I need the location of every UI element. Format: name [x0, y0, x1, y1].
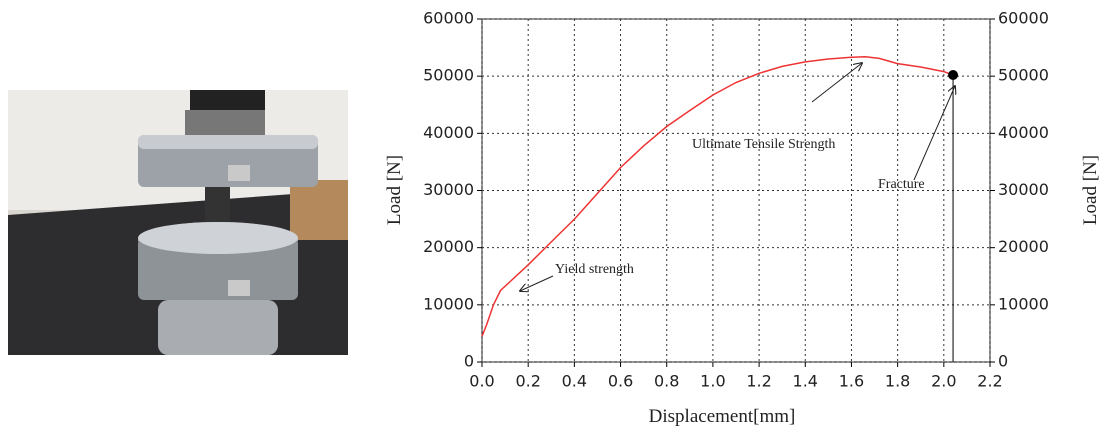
fracture-marker: [948, 70, 959, 81]
y-tick-label: 40000: [423, 123, 474, 142]
annotation-arrow: [811, 63, 862, 103]
x-tick-label: 0.6: [608, 372, 633, 391]
annotation: Ultimate Tensile Strength: [692, 137, 835, 152]
y2-tick-label: 60000: [998, 9, 1049, 28]
x-tick-label: 1.8: [885, 372, 910, 391]
x-tick-label: 1.0: [700, 372, 725, 391]
y2-tick-label: 50000: [998, 66, 1049, 85]
x-tick-label: 0.8: [654, 372, 679, 391]
y-axis-label: Load [N]: [384, 155, 405, 225]
annotation: Yield strength: [555, 262, 634, 277]
y-tick-label: 20000: [423, 237, 474, 256]
x-tick-label: 0.4: [562, 372, 587, 391]
x-tick-label: 1.6: [839, 372, 864, 391]
y-tick-label: 50000: [423, 66, 474, 85]
y-tick-label: 10000: [423, 294, 474, 313]
y2-tick-label: 20000: [998, 237, 1049, 256]
x-axis-label: Displacement[mm]: [649, 406, 796, 427]
y-tick-label: 30000: [423, 180, 474, 199]
x-tick-label: 1.4: [793, 372, 818, 391]
annotation-arrow: [913, 86, 955, 181]
x-tick-label: 1.2: [746, 372, 771, 391]
y2-tick-label: 40000: [998, 123, 1049, 142]
photo: [8, 90, 348, 355]
y2-axis-label: Load [N]: [1080, 155, 1101, 225]
x-tick-label: 0.2: [515, 372, 540, 391]
y-tick-label: 60000: [423, 9, 474, 28]
y2-tick-label: 0: [998, 352, 1008, 371]
x-tick-label: 2.0: [931, 372, 956, 391]
y-tick-label: 0: [464, 352, 474, 371]
annotation: Fracture: [878, 177, 925, 192]
y2-tick-label: 30000: [998, 180, 1049, 199]
data-line: [481, 55, 954, 337]
x-tick-label: 0.0: [469, 372, 494, 391]
y2-tick-label: 10000: [998, 294, 1049, 313]
annotation-arrow: [520, 275, 554, 291]
x-tick-label: 2.2: [977, 372, 1002, 391]
